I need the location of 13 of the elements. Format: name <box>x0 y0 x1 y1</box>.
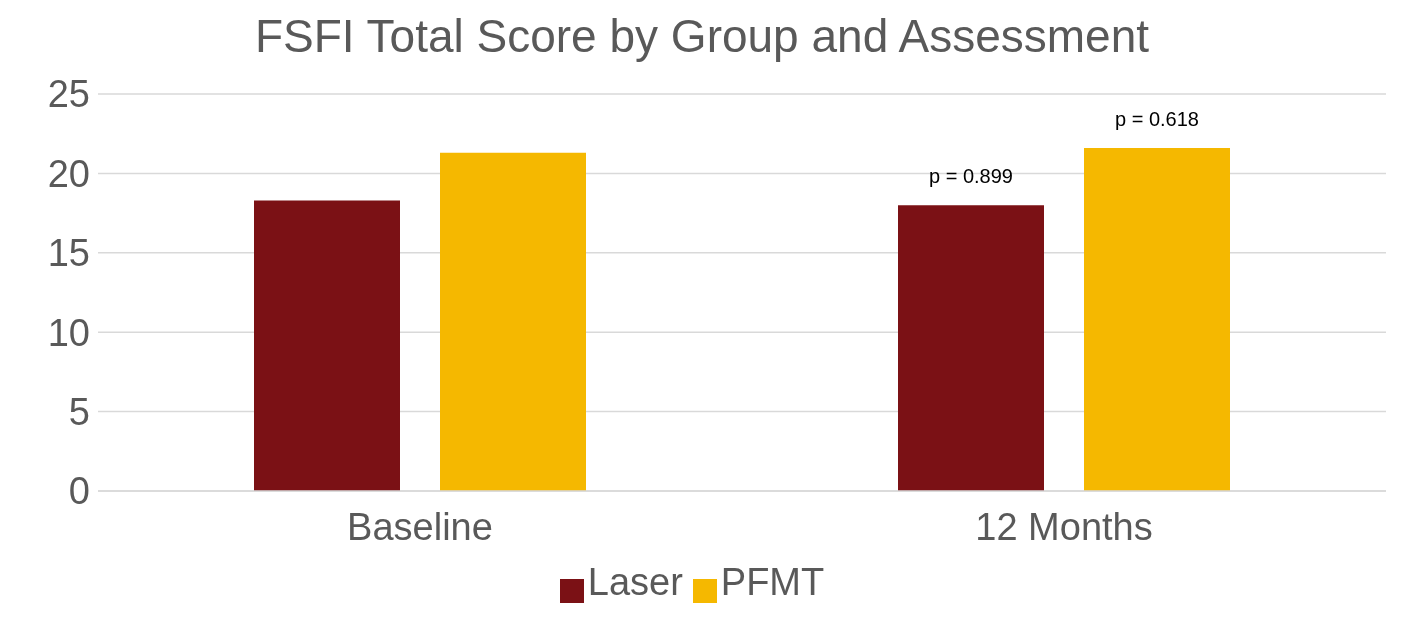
y-tick-label: 25 <box>47 73 90 116</box>
annotation: p = 0.899 <box>929 165 1013 188</box>
legend-label: PFMT <box>720 561 825 603</box>
x-tick-label: Baseline <box>347 505 493 548</box>
y-tick-label: 20 <box>47 152 90 195</box>
y-tick-label: 0 <box>68 470 90 513</box>
chart-title: FSFI Total Score by Group and Assessment <box>254 9 1150 64</box>
y-tick-label: 15 <box>47 232 90 275</box>
legend-label: Laser <box>587 561 683 603</box>
y-tick-label: 10 <box>47 311 90 354</box>
annotation: p = 0.618 <box>1115 107 1199 130</box>
x-tick-label: 12 Months <box>975 505 1153 548</box>
y-tick-label: 5 <box>68 391 90 434</box>
